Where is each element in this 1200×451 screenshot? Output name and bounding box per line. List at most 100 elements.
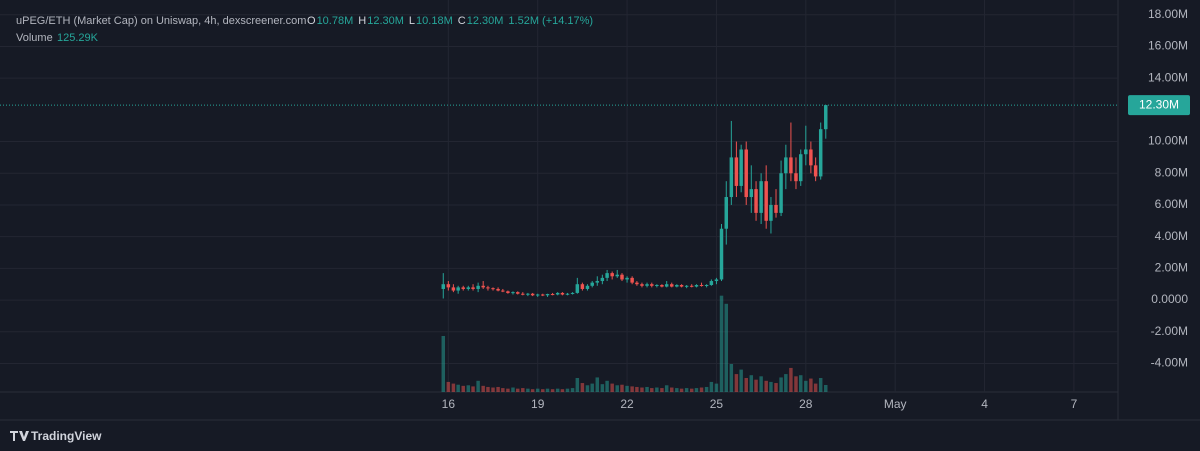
volume-bar: [779, 377, 783, 392]
volume-bar: [521, 388, 525, 392]
candle-body: [535, 294, 540, 296]
legend-change: 1.52M (+14.17%): [508, 15, 593, 27]
legend-key: H: [358, 15, 366, 27]
volume-bar: [818, 378, 823, 392]
volume-bar: [645, 386, 649, 392]
legend-key: L: [409, 15, 415, 27]
candle-body: [650, 284, 654, 286]
volume-bar: [744, 378, 748, 392]
candle-body: [640, 284, 644, 286]
volume-bar: [565, 388, 570, 392]
volume-bar: [664, 385, 669, 392]
volume-bar: [764, 380, 768, 392]
candle-body: [550, 294, 555, 296]
volume-bar: [476, 380, 480, 392]
volume-bar: [461, 385, 465, 392]
candle-body: [729, 157, 734, 198]
candle-body: [441, 284, 446, 289]
candle-body: [541, 294, 545, 296]
legend-value: 12.30M: [367, 15, 404, 27]
volume-bar: [545, 388, 550, 392]
chart-title: uPEG/ETH (Market Cap) on Uniswap, 4h, de…: [16, 15, 306, 27]
candle-body: [575, 284, 580, 293]
volume-bar: [580, 383, 585, 392]
legend-key: C: [458, 15, 466, 27]
volume-bar: [570, 388, 575, 392]
candle-body: [744, 149, 748, 198]
candle-body: [570, 292, 575, 294]
candle-body: [506, 291, 510, 293]
candle-body: [784, 157, 788, 174]
volume-bar: [794, 376, 798, 392]
legend-value: 12.30M: [467, 15, 504, 27]
candle-body: [471, 287, 475, 289]
volume-bar: [541, 389, 545, 392]
volume-bar: [615, 385, 619, 392]
candle-body: [664, 284, 669, 287]
x-tick-label: 28: [799, 397, 813, 411]
volume-bar: [516, 388, 520, 392]
volume-bar: [709, 381, 714, 392]
candle-body: [818, 129, 823, 177]
candle-body: [809, 149, 813, 166]
x-tick-label: May: [884, 397, 907, 411]
volume-bar: [446, 381, 451, 392]
x-tick-label: 19: [531, 397, 545, 411]
volume-bar: [555, 388, 560, 392]
candle-body: [719, 228, 724, 280]
candle-body: [456, 287, 460, 291]
candle-body: [759, 181, 763, 213]
volume-bar: [595, 377, 600, 392]
candle-body: [501, 290, 505, 292]
candle-body: [764, 181, 768, 221]
candle-body: [694, 285, 699, 287]
candle-body: [794, 173, 798, 182]
candle-body: [446, 284, 451, 288]
y-tick-label: 4.00M: [1155, 229, 1188, 243]
volume-bar: [441, 336, 446, 392]
volume-bar: [496, 386, 500, 392]
candle-body: [689, 285, 694, 287]
brand-logo: [10, 431, 29, 441]
candle-body: [749, 189, 754, 198]
candle-body: [635, 282, 639, 285]
volume-bar: [684, 388, 689, 392]
candle-body: [590, 282, 594, 286]
volume-bar: [575, 378, 580, 392]
candle-body: [779, 173, 783, 213]
x-tick-label: 4: [981, 397, 988, 411]
volume-bar: [560, 389, 565, 392]
candle-body: [670, 284, 674, 287]
volume-bar: [799, 375, 803, 392]
candle-body: [824, 105, 828, 130]
candle-body: [585, 285, 590, 289]
volume-bar: [506, 388, 510, 392]
legend-value: 10.18M: [416, 15, 453, 27]
volume-bar: [530, 389, 535, 392]
volume-bar: [759, 376, 763, 392]
grid: 18.00M 16.00M 14.00M 10.00M 8.00M 6.00M 4.00M 2…: [0, 0, 1188, 411]
volume-bar: [456, 384, 460, 392]
y-tick-label: 8.00M: [1155, 165, 1188, 179]
candle-body: [813, 165, 818, 177]
candle-body: [739, 149, 743, 186]
y-tick-label: -2.00M: [1151, 324, 1188, 338]
candle-body: [684, 285, 689, 287]
volume-bar: [511, 387, 515, 392]
volume-bar: [719, 295, 724, 392]
volume-bar: [630, 386, 634, 392]
candle-body: [610, 273, 614, 277]
volume-bar: [526, 388, 530, 392]
candle-body: [714, 279, 719, 282]
volume-bar: [769, 381, 773, 392]
candle-body: [491, 288, 495, 290]
volume-bar: [679, 388, 684, 392]
volume-bar: [694, 388, 699, 392]
candle-body: [630, 277, 634, 283]
header: uPEG/ETH (Market Cap) on Uniswap, 4h, de…: [16, 15, 593, 44]
candle-body: [625, 277, 629, 280]
y-tick-label: 2.00M: [1155, 261, 1188, 275]
candle-body: [679, 285, 684, 287]
volume-label: Volume: [16, 32, 53, 44]
